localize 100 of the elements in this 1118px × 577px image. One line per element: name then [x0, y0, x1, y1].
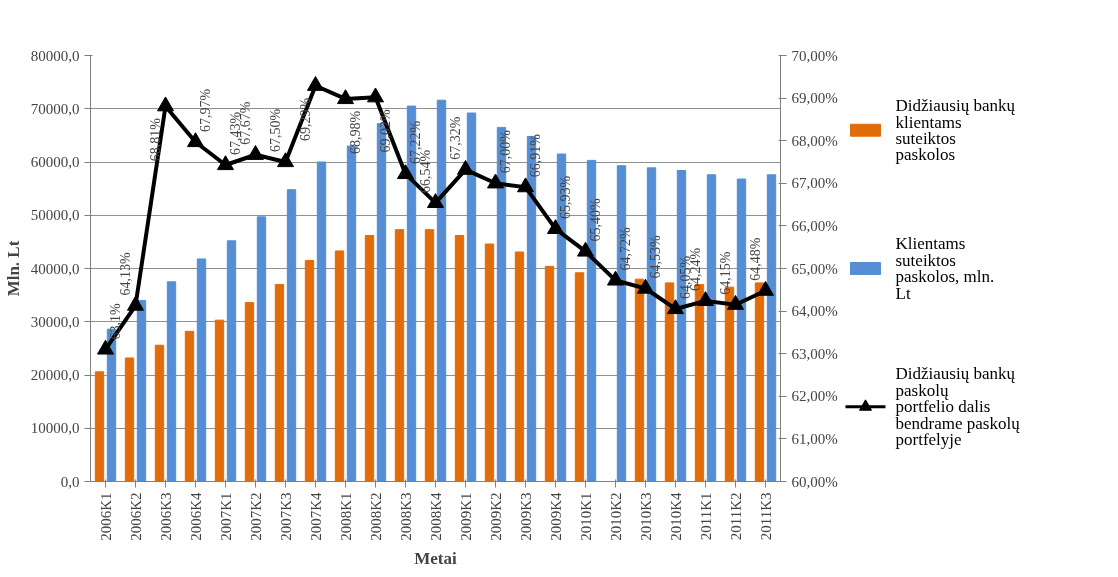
y2-tick-label: 65,00% — [791, 260, 838, 277]
y-axis-title: Mln. Lt — [3, 240, 23, 297]
data-label: 64,72% — [618, 226, 633, 271]
x-tick-label: 2009K4 — [547, 492, 564, 541]
data-label: 66,91% — [528, 133, 543, 178]
bar — [184, 330, 195, 482]
point — [517, 177, 534, 193]
bar — [664, 282, 675, 482]
point — [367, 87, 384, 103]
bar — [214, 319, 225, 482]
point — [307, 76, 324, 91]
x-tick-label: 2008K2 — [367, 492, 384, 541]
point — [727, 294, 744, 310]
y-tick-label: 10000,0 — [30, 420, 80, 437]
x-tick-label: 2007K4 — [307, 492, 324, 541]
x-tick-label: 2010K4 — [667, 492, 684, 541]
x-tick-label: 2008K3 — [397, 492, 414, 541]
point — [667, 299, 684, 315]
point — [607, 270, 624, 286]
x-tick-label: 2010K1 — [577, 492, 594, 541]
data-label: 65,93% — [558, 175, 573, 219]
x-tick-label: 2009K3 — [517, 492, 534, 541]
data-label: 64,15% — [718, 251, 733, 295]
legend-label: Klientams suteiktos paskolos, mln. Lt — [895, 234, 995, 303]
bar — [424, 229, 435, 482]
bar — [454, 234, 465, 482]
point — [487, 173, 504, 189]
y2-tick-label: 60,00% — [791, 473, 838, 490]
bar — [754, 282, 765, 482]
bar — [436, 99, 447, 482]
x-tick-label: 2006K4 — [187, 492, 204, 541]
x-tick-label: 2006K2 — [127, 492, 144, 541]
point — [547, 219, 564, 234]
bar — [706, 174, 717, 482]
bar — [574, 272, 585, 482]
bar — [514, 251, 525, 482]
x-tick-label: 2006K1 — [97, 492, 114, 541]
data-label: 69,02% — [378, 108, 393, 153]
bar — [124, 357, 135, 482]
bar — [256, 216, 267, 482]
bar — [286, 189, 297, 482]
bar — [316, 161, 327, 482]
point — [187, 132, 204, 148]
bar — [466, 112, 477, 482]
x-tick-label: 2009K1 — [457, 492, 474, 541]
x-axis-title: Metai — [414, 548, 458, 568]
bar — [766, 174, 777, 482]
bar — [226, 240, 237, 482]
y-tick-label: 80000,0 — [30, 47, 80, 64]
x-tick-label: 2008K4 — [427, 492, 444, 541]
x-tick-label: 2007K3 — [277, 492, 294, 541]
x-tick-label: 2006K3 — [157, 492, 174, 541]
data-label: 64,13% — [118, 252, 133, 296]
point — [217, 155, 234, 171]
y-tick-label: 50000,0 — [30, 207, 80, 224]
bar — [304, 260, 315, 482]
data-label: 68,81% — [148, 117, 163, 162]
legend-label: Didžiausių bankų klientams suteiktos paskolos — [895, 96, 1016, 165]
y2-tick-label: 61,00% — [791, 430, 838, 447]
data-label: 67,50% — [268, 108, 283, 152]
x-tick-label: 2009K2 — [487, 492, 504, 541]
y2-tick-label: 70,00% — [791, 47, 838, 64]
y2-tick-label: 63,00% — [791, 345, 838, 362]
bar — [736, 178, 747, 482]
point — [277, 152, 294, 168]
bar — [274, 283, 285, 482]
bar — [166, 281, 177, 482]
data-label: 69,29% — [298, 97, 313, 141]
point — [757, 280, 774, 296]
data-label: 65,40% — [588, 197, 603, 242]
y2-tick-label: 68,00% — [791, 132, 838, 149]
bar — [364, 234, 375, 482]
point — [577, 241, 594, 257]
point — [157, 96, 174, 112]
data-label: 67,97% — [198, 88, 213, 132]
data-label: 67,00% — [498, 129, 513, 174]
bar — [136, 299, 147, 482]
data-label: 63,1% — [108, 302, 123, 340]
point — [397, 164, 414, 180]
point — [127, 295, 144, 311]
data-label: 67,32% — [448, 116, 463, 160]
data-label: 68,98% — [348, 110, 363, 155]
point — [337, 89, 354, 105]
point — [457, 159, 474, 175]
bar — [196, 258, 207, 482]
bar — [634, 278, 645, 482]
bar — [544, 265, 555, 482]
bar — [94, 371, 105, 482]
y-tick-label: 20000,0 — [30, 367, 80, 383]
y-tick-label: 40000,0 — [30, 260, 80, 277]
legend-label: Didžiausių bankų paskolų portfelio dalis bendrame paskolų portfelyje — [895, 364, 1021, 450]
bar — [484, 243, 495, 482]
data-label: 64,53% — [648, 235, 663, 279]
x-tick-label: 2007K2 — [247, 492, 264, 541]
y2-tick-label: 66,00% — [791, 217, 838, 234]
x-tick-label: 2010K3 — [637, 492, 654, 541]
point — [97, 339, 114, 355]
point — [247, 145, 264, 160]
y2-tick-label: 67,00% — [791, 175, 838, 192]
x-tick-label: 2010K2 — [607, 492, 624, 541]
